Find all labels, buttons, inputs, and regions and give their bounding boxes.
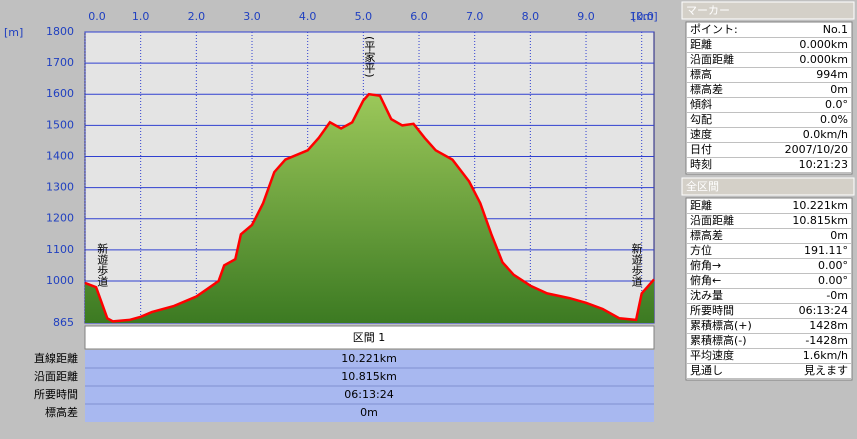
row-value: 0m <box>360 406 378 419</box>
annotation: (平家平) <box>363 36 376 78</box>
row-value: 10.815km <box>792 214 848 227</box>
y-tick-label: 865 <box>53 316 74 329</box>
row-value: 0m <box>830 229 848 242</box>
row-value: -1428m <box>805 334 848 347</box>
y-tick-label: 1700 <box>46 56 74 69</box>
row-label: 沈み量 <box>690 288 723 302</box>
row-label: 沿面距離 <box>690 52 734 66</box>
row-value: 994m <box>816 68 848 81</box>
row-value: 06:13:24 <box>344 388 393 401</box>
x-unit: [km] <box>632 10 658 23</box>
row-label: 累積標高(+) <box>690 318 752 332</box>
row-label: 俯角← <box>690 273 721 287</box>
row-label: 勾配 <box>690 113 712 126</box>
profile-line <box>84 92 655 323</box>
x-tick-label: 9.0 <box>577 10 595 23</box>
row-value: 0.0km/h <box>803 128 848 141</box>
row-value: 2007/10/20 <box>785 143 848 156</box>
x-tick-label: 10.0 <box>629 10 654 23</box>
row-label: 標高差 <box>690 228 723 242</box>
row-label: 日付 <box>690 143 712 156</box>
annotation: 新遊歩道 <box>630 242 643 287</box>
total-title: 全区間 <box>686 179 719 193</box>
row-value: 10.221km <box>792 199 848 212</box>
row-label: 沿面距離 <box>34 369 78 383</box>
row-value: 0.0° <box>825 98 848 111</box>
row-value: 0.000km <box>799 38 848 51</box>
row-label: 累積標高(-) <box>690 333 747 347</box>
y-tick-label: 1400 <box>46 149 74 162</box>
marker-header <box>681 1 855 20</box>
y-tick-label: 1500 <box>46 118 74 131</box>
row-value: 0.0% <box>820 113 848 126</box>
row-label: 標高差 <box>45 405 78 419</box>
row-label: 標高差 <box>690 82 723 96</box>
row-label: 距離 <box>690 198 712 212</box>
row-value: 191.11° <box>804 244 848 257</box>
x-tick-label: 4.0 <box>299 10 317 23</box>
row-value: 1428m <box>809 319 848 332</box>
y-unit: [m] <box>4 26 23 39</box>
x-tick-label: 3.0 <box>243 10 261 23</box>
row-value: 1.6km/h <box>803 349 848 362</box>
row-value: 0.00° <box>818 274 848 287</box>
annotation: 新遊歩道 <box>96 242 109 287</box>
row-label: 距離 <box>690 37 712 51</box>
row-label: 沿面距離 <box>690 213 734 227</box>
row-value: -0m <box>826 289 848 302</box>
row-label: 傾斜 <box>690 97 712 111</box>
row-label: 見通し <box>690 364 723 377</box>
x-tick-label: 7.0 <box>466 10 484 23</box>
x-tick-label: 6.0 <box>410 10 428 23</box>
row-value: 0.000km <box>799 53 848 66</box>
row-value: 0.00° <box>818 259 848 272</box>
y-tick-label: 1200 <box>46 212 74 225</box>
y-tick-label: 1300 <box>46 181 74 194</box>
row-label: 俯角→ <box>690 258 721 272</box>
row-value: 06:13:24 <box>799 304 848 317</box>
row-label: 所要時間 <box>34 388 78 401</box>
row-label: 時刻 <box>690 157 712 171</box>
x-tick-label: 1.0 <box>132 10 150 23</box>
y-tick-label: 1100 <box>46 243 74 256</box>
row-value: 0m <box>830 83 848 96</box>
row-value: No.1 <box>823 23 848 36</box>
row-label: 速度 <box>690 127 712 141</box>
x-tick-label: 5.0 <box>355 10 373 23</box>
row-label: 方位 <box>690 243 712 257</box>
row-value: 10:21:23 <box>799 158 848 171</box>
row-label: ポイント: <box>690 23 738 36</box>
y-tick-label: 1600 <box>46 87 74 100</box>
row-label: 所要時間 <box>690 304 734 317</box>
y-tick-label: 1800 <box>46 25 74 38</box>
row-value: 10.815km <box>341 370 397 383</box>
x-tick-label: 2.0 <box>188 10 206 23</box>
area <box>85 94 654 323</box>
row-label: 平均速度 <box>690 348 734 362</box>
x-tick-label: 8.0 <box>522 10 540 23</box>
y-tick-label: 1000 <box>46 274 74 287</box>
row-label: 標高 <box>690 67 712 81</box>
row-value: 見えます <box>804 364 848 377</box>
x-tick-label: 0.0 <box>88 10 106 23</box>
row-label: 直線距離 <box>34 351 78 365</box>
row-value: 10.221km <box>341 352 397 365</box>
total-header <box>681 177 855 196</box>
section-title: 区間 1 <box>353 331 386 344</box>
section-header <box>84 325 655 350</box>
marker-title: マーカー <box>686 4 730 17</box>
